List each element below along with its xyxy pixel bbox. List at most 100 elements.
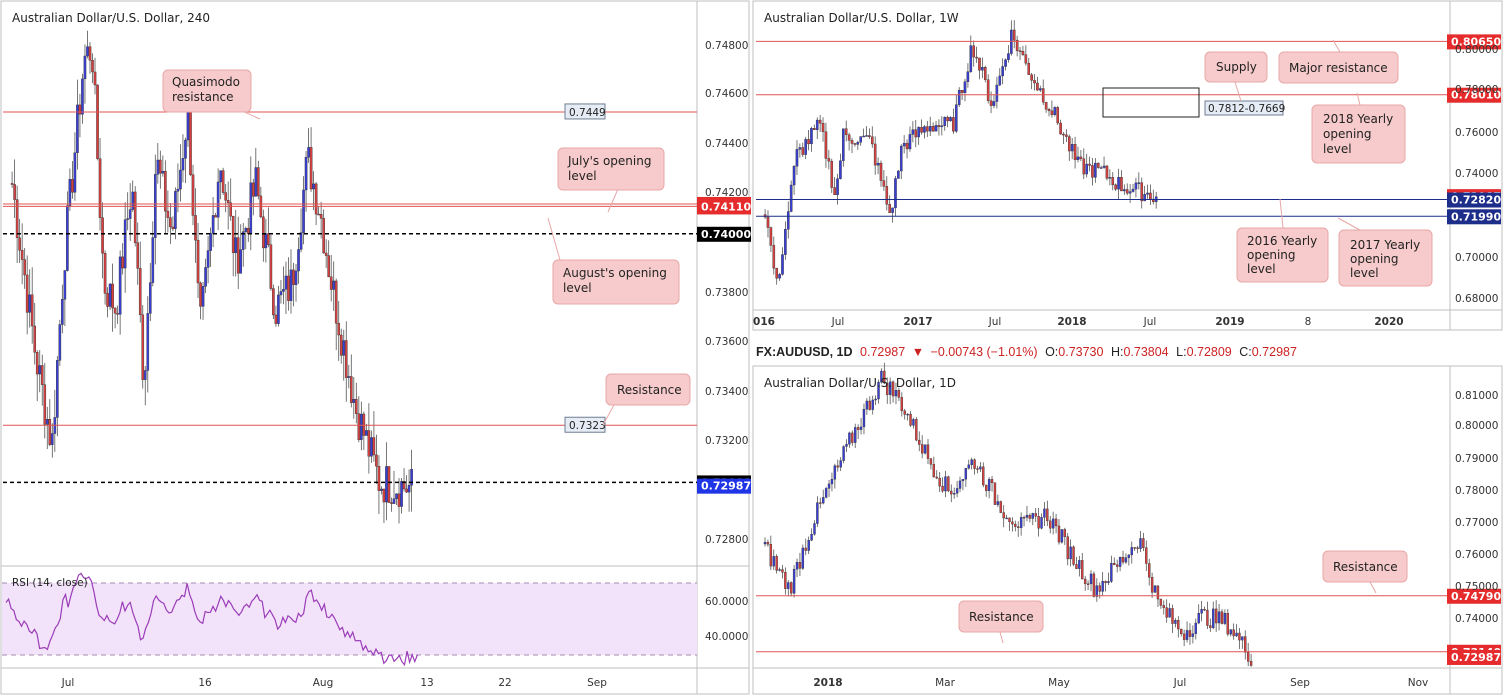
candle xyxy=(902,142,906,147)
candle xyxy=(844,128,848,135)
daily-candles xyxy=(763,362,1253,667)
h4-x-axis: Jul 16 Aug 13 22 Sep xyxy=(61,677,608,689)
candle xyxy=(926,444,930,459)
candle xyxy=(1220,611,1224,624)
candle xyxy=(1229,629,1232,635)
candle xyxy=(839,160,842,179)
candle xyxy=(769,544,773,567)
candle xyxy=(763,542,767,545)
svg-text:August's opening: August's opening xyxy=(563,266,667,280)
candle xyxy=(1066,536,1069,560)
candle xyxy=(385,466,388,503)
candle xyxy=(1130,547,1133,556)
candle xyxy=(1123,189,1126,192)
candle xyxy=(131,191,135,210)
candle xyxy=(86,46,89,57)
candle xyxy=(387,466,391,503)
svg-text:2017 Yearly: 2017 Yearly xyxy=(1350,238,1420,252)
candle xyxy=(1049,520,1052,529)
candle xyxy=(1095,585,1099,597)
candle xyxy=(196,239,200,284)
candle xyxy=(891,381,895,397)
candle xyxy=(294,270,298,285)
candle xyxy=(979,466,982,470)
candle xyxy=(981,67,984,71)
candle xyxy=(795,149,799,167)
callout-2018-yearly: 2018 Yearly opening level xyxy=(1311,92,1406,164)
candle xyxy=(28,294,31,313)
candle xyxy=(156,159,160,175)
candle xyxy=(871,399,874,410)
y-tick-label: 0.74000 xyxy=(1455,168,1498,180)
x-tick-label: Nov xyxy=(1408,677,1429,689)
callout-major-resistance: Major resistance xyxy=(1278,39,1399,84)
candle xyxy=(940,125,944,128)
candle xyxy=(282,289,285,292)
candle xyxy=(1073,144,1077,160)
candle xyxy=(961,479,965,482)
candle xyxy=(807,139,810,145)
h4-levels: 0.74490.741200.741100.740000.73230.73000… xyxy=(3,103,751,494)
candle xyxy=(778,274,781,279)
candle xyxy=(337,323,341,336)
candle xyxy=(342,340,346,356)
candle xyxy=(171,226,175,229)
candle xyxy=(804,139,807,155)
x-tick-label: 2019 xyxy=(1215,316,1244,328)
candle xyxy=(958,480,962,489)
candle xyxy=(876,162,880,166)
candle xyxy=(859,426,863,430)
x-tick-label: Jul xyxy=(988,316,1002,328)
rsi-line xyxy=(5,572,418,667)
candle xyxy=(10,183,14,185)
candle xyxy=(950,490,953,495)
candle xyxy=(1226,613,1230,635)
x-tick-label: 016 xyxy=(753,316,775,328)
candle xyxy=(370,437,373,457)
candle xyxy=(786,211,790,230)
level-tag xyxy=(564,416,606,433)
candle xyxy=(897,170,900,179)
candle xyxy=(23,259,26,276)
candle xyxy=(307,147,310,158)
candle xyxy=(133,191,137,243)
svg-text:opening: opening xyxy=(1247,248,1296,262)
candle xyxy=(966,71,970,82)
candle xyxy=(56,360,59,418)
candle xyxy=(1244,636,1247,653)
candle xyxy=(1194,622,1197,634)
candle xyxy=(1018,50,1022,52)
candle xyxy=(1128,191,1132,194)
candle xyxy=(795,562,799,570)
candle xyxy=(407,485,411,493)
candle xyxy=(355,398,358,414)
candle xyxy=(191,174,195,216)
svg-text:FX:AUDUSD, 1D 0.72987: FX:AUDUSD, 1D 0.72987 ▼ −0.00743 (−1.01%… xyxy=(756,345,1297,359)
candle xyxy=(792,568,796,594)
candle xyxy=(1214,608,1218,624)
callout-resistance-daily-lower: Resistance xyxy=(958,600,1044,644)
price-badge xyxy=(1447,588,1501,604)
y-tick-label: 0.74400 xyxy=(705,138,748,150)
candle xyxy=(1232,629,1235,637)
candle xyxy=(1039,88,1042,91)
candle xyxy=(360,413,363,440)
candle xyxy=(1153,585,1157,593)
candle xyxy=(810,128,813,145)
candle xyxy=(1089,573,1093,585)
price-badge-text: 0.72987 xyxy=(1451,651,1501,664)
candle xyxy=(1162,605,1165,608)
candle xyxy=(1072,546,1075,565)
candle xyxy=(400,481,403,507)
candle xyxy=(865,135,868,137)
rsi-label: RSI (14, close) xyxy=(12,577,88,589)
candle xyxy=(1004,59,1007,67)
svg-text:level: level xyxy=(563,281,592,295)
candle xyxy=(274,314,278,324)
candle xyxy=(886,382,889,395)
candle xyxy=(1081,560,1084,580)
candle xyxy=(946,116,949,122)
candle xyxy=(166,210,170,218)
